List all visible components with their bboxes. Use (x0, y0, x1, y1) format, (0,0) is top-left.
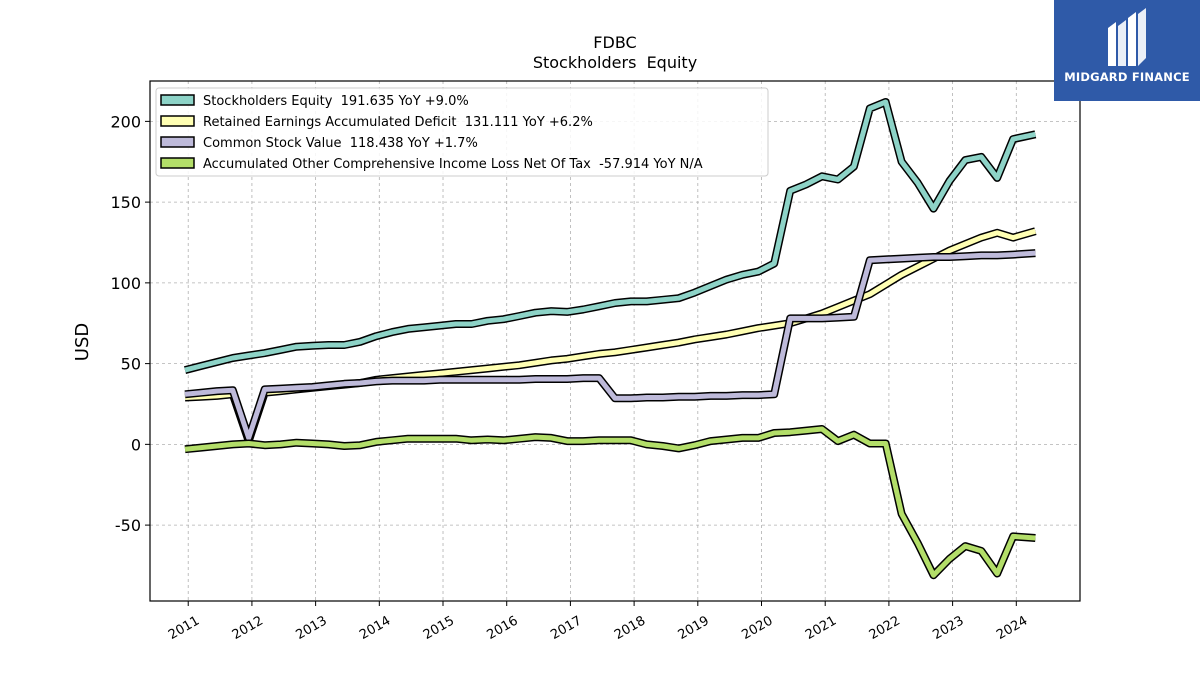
series-line-outline (184, 425, 1036, 580)
y-tick-label: 100 (110, 274, 141, 293)
legend-swatch (160, 157, 195, 169)
y-tick-label: -50 (115, 516, 141, 535)
x-tick-label: 2022 (867, 613, 903, 643)
series-line (184, 228, 1037, 444)
x-tick-label: 2012 (230, 613, 266, 643)
x-tick-label: 2018 (612, 613, 648, 643)
x-tick-label: 2024 (994, 613, 1030, 643)
y-axis: -50 0 50 100 150 200 (110, 112, 150, 535)
brand-logo: MIDGARD FINANCE (1054, 0, 1200, 101)
y-tick-label: 150 (110, 193, 141, 212)
x-tick-label: 2015 (421, 613, 457, 643)
x-axis: 2011 2012 2013 2014 2015 2016 2017 2018 2019 2020… (166, 601, 1030, 643)
series-line (184, 426, 1036, 578)
legend-swatch (160, 94, 195, 106)
legend: Stockholders Equity 191.635 YoY +9.0% Ret… (155, 87, 769, 177)
y-tick-label: 200 (110, 112, 141, 131)
x-tick-label: 2023 (930, 613, 966, 643)
legend-entry-label: Common Stock Value 118.438 YoY +1.7% (203, 136, 478, 151)
series-layer (184, 98, 1037, 580)
x-tick-label: 2019 (676, 613, 712, 643)
legend-entry-label: Accumulated Other Comprehensive Income L… (203, 157, 703, 172)
x-tick-label: 2011 (166, 613, 202, 643)
y-tick-label: 0 (131, 435, 141, 454)
plot-frame (149, 80, 1081, 602)
series-line (184, 250, 1036, 441)
y-axis-label: USD (72, 323, 93, 361)
series-line-outline (184, 227, 1037, 446)
legend-entry-label: Stockholders Equity 191.635 YoY +9.0% (203, 94, 469, 109)
brand-mark-icon (1108, 8, 1146, 66)
x-tick-label: 2014 (357, 613, 393, 643)
legend-swatch (160, 115, 195, 127)
x-tick-label: 2021 (803, 613, 839, 643)
chart-subtitle: Stockholders Equity (533, 53, 697, 72)
x-tick-label: 2020 (739, 613, 775, 643)
x-tick-label: 2017 (548, 613, 584, 643)
chart-title: FDBC (593, 33, 636, 52)
x-tick-label: 2013 (293, 613, 329, 643)
series-line (184, 99, 1036, 373)
legend-swatch (160, 136, 195, 148)
x-tick-label: 2016 (485, 613, 521, 643)
legend-box (155, 87, 769, 177)
legend-entry-label: Retained Earnings Accumulated Deficit 13… (203, 115, 593, 130)
brand-name: MIDGARD FINANCE (1064, 70, 1190, 84)
y-tick-label: 50 (121, 355, 141, 374)
